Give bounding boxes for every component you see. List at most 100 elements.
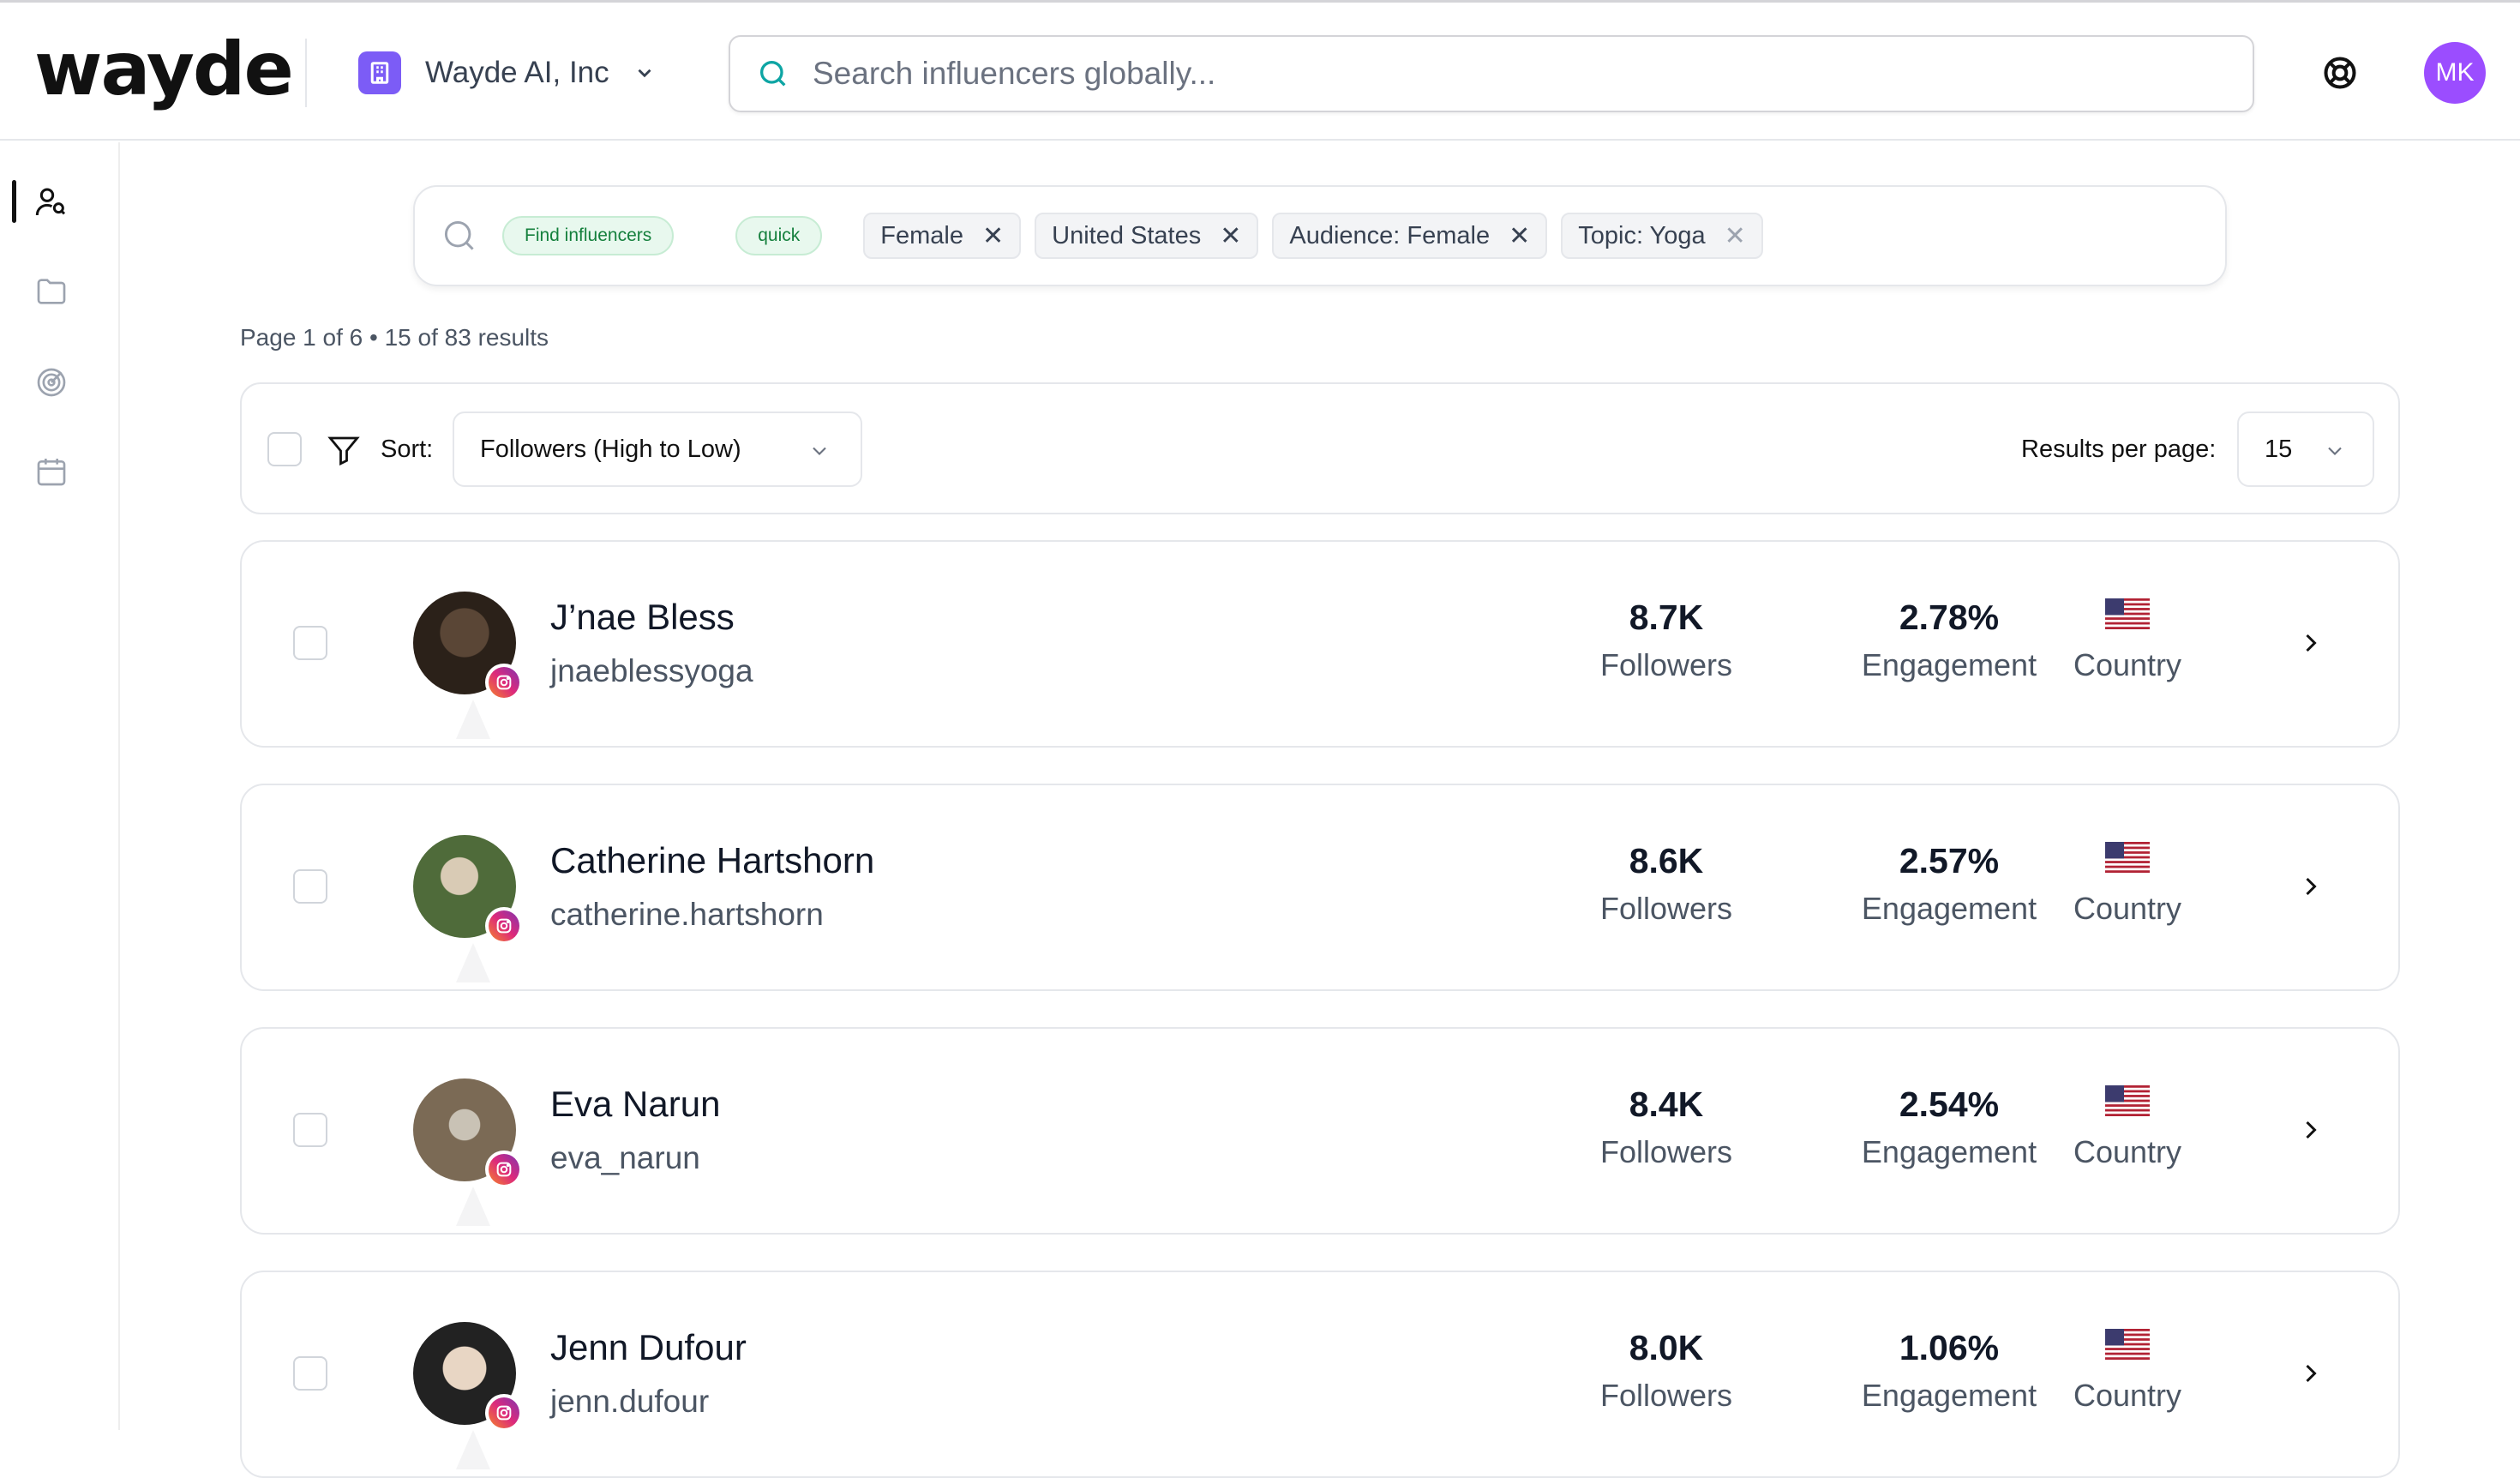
avatar-tail — [456, 943, 490, 982]
sort-value: Followers (High to Low) — [480, 435, 741, 463]
nav-calendar[interactable] — [31, 451, 72, 492]
influencer-name[interactable]: Eva Narun — [550, 1084, 721, 1124]
followers-stat: 8.6K Followers — [1538, 840, 1795, 927]
filter-chip[interactable]: Audience: Female ✕ — [1272, 213, 1548, 259]
engagement-value: 2.54% — [1899, 1084, 2000, 1124]
instagram-badge — [485, 1394, 523, 1432]
results-toolbar: Sort: Followers (High to Low) Results pe… — [240, 382, 2400, 514]
followers-label: Followers — [1599, 1378, 1733, 1414]
sort-label: Sort: — [381, 436, 434, 463]
select-all-checkbox[interactable] — [267, 432, 302, 466]
sort-select[interactable]: Followers (High to Low) — [453, 412, 862, 487]
us-flag-icon — [2105, 1085, 2150, 1116]
nav-active-indicator — [12, 180, 16, 223]
side-nav — [0, 142, 120, 1430]
filter-chip-label: Topic: Yoga — [1578, 221, 1706, 249]
close-icon[interactable]: ✕ — [981, 221, 1005, 250]
influencer-card[interactable]: J’nae Bless jnaeblessyoga 8.7K Followers 2.7… — [240, 540, 2400, 748]
instagram-icon — [496, 1405, 512, 1421]
target-icon — [37, 368, 66, 397]
nav-influencers[interactable] — [31, 182, 72, 223]
country-label: Country — [2073, 1378, 2182, 1413]
filter-chip[interactable]: Female ✕ — [863, 213, 1022, 259]
us-flag-icon — [2105, 842, 2150, 873]
chevron-right-icon[interactable] — [2295, 628, 2326, 658]
per-page-select[interactable]: 15 — [2237, 412, 2374, 487]
influencer-name[interactable]: Jenn Dufour — [550, 1327, 747, 1367]
engagement-label: Engagement — [1861, 891, 2037, 927]
close-icon[interactable]: ✕ — [1724, 221, 1746, 250]
instagram-badge — [485, 907, 523, 945]
us-flag-icon — [2105, 1329, 2150, 1360]
engagement-value: 1.06% — [1899, 1328, 2000, 1367]
chevron-right-icon[interactable] — [2295, 1358, 2326, 1389]
instagram-icon — [496, 675, 512, 690]
results-summary: Page 1 of 6 • 15 of 83 results — [240, 324, 549, 351]
followers-label: Followers — [1599, 647, 1733, 683]
close-icon[interactable]: ✕ — [1509, 221, 1531, 250]
instagram-badge — [485, 664, 523, 701]
engagement-stat: 2.78% Engagement — [1821, 597, 2078, 683]
engagement-label: Engagement — [1861, 1378, 2037, 1414]
filter-chip[interactable]: United States ✕ — [1035, 213, 1259, 259]
global-search[interactable] — [729, 35, 2254, 112]
nav-campaigns[interactable] — [31, 362, 72, 403]
filter-chip-label: Audience: Female — [1289, 221, 1491, 249]
instagram-icon — [496, 1162, 512, 1177]
influencer-handle: jnaeblessyoga — [550, 653, 753, 688]
mode-pill-find[interactable]: Find influencers — [502, 216, 675, 255]
instagram-icon — [496, 918, 512, 934]
influencer-card[interactable]: Eva Narun eva_narun 8.4K Followers 2.54% Enga… — [240, 1027, 2400, 1235]
filter-chip[interactable]: Topic: Yoga ✕ — [1561, 213, 1763, 259]
chevron-right-icon[interactable] — [2295, 1115, 2326, 1145]
engagement-value: 2.78% — [1899, 598, 2000, 637]
influencer-name[interactable]: J’nae Bless — [550, 597, 735, 637]
divider — [305, 39, 307, 107]
influencer-handle: eva_narun — [550, 1140, 700, 1175]
row-checkbox[interactable] — [293, 869, 327, 904]
influencer-handle: jenn.dufour — [550, 1384, 710, 1419]
per-page-value: 15 — [2265, 435, 2293, 463]
chevron-down-icon — [2328, 447, 2342, 455]
query-bar[interactable]: Find influencers quick Female ✕ United S… — [413, 185, 2227, 286]
country-label: Country — [2073, 647, 2182, 682]
followers-value: 8.0K — [1629, 1328, 1704, 1367]
user-avatar[interactable]: MK — [2424, 42, 2486, 104]
nav-folders[interactable] — [31, 271, 72, 312]
filter-icon[interactable] — [326, 432, 362, 468]
user-search-icon — [35, 188, 66, 216]
search-input[interactable] — [811, 55, 2182, 93]
lifebuoy-icon — [2324, 57, 2356, 89]
org-switcher[interactable]: Wayde AI, Inc — [358, 49, 656, 97]
filter-chip-label: United States — [1052, 221, 1202, 249]
engagement-stat: 2.57% Engagement — [1821, 840, 2078, 927]
folder-icon — [37, 279, 66, 304]
help-button[interactable] — [2319, 52, 2361, 93]
followers-stat: 8.7K Followers — [1538, 597, 1795, 683]
chevron-right-icon[interactable] — [2295, 871, 2326, 902]
per-page-label: Results per page: — [2021, 436, 2217, 463]
followers-value: 8.4K — [1629, 1084, 1704, 1124]
row-checkbox[interactable] — [293, 626, 327, 660]
mode-pill-quick[interactable]: quick — [735, 216, 823, 255]
row-checkbox[interactable] — [293, 1113, 327, 1147]
influencer-card[interactable]: Catherine Hartshorn catherine.hartshorn 8.… — [240, 784, 2400, 991]
engagement-stat: 2.54% Engagement — [1821, 1084, 2078, 1170]
country-stat: Country — [1999, 842, 2256, 927]
country-label: Country — [2073, 1134, 2182, 1169]
wayde-logo[interactable]: wayde — [34, 27, 294, 112]
engagement-value: 2.57% — [1899, 841, 2000, 880]
chevron-down-icon — [813, 447, 826, 455]
influencer-name[interactable]: Catherine Hartshorn — [550, 840, 875, 880]
us-flag-icon — [2105, 598, 2150, 629]
row-checkbox[interactable] — [293, 1356, 327, 1391]
close-icon[interactable]: ✕ — [1220, 221, 1242, 250]
followers-stat: 8.4K Followers — [1538, 1084, 1795, 1170]
avatar-tail — [456, 700, 490, 739]
logo-text: wayde — [34, 27, 294, 112]
avatar-tail — [456, 1430, 490, 1469]
country-stat: Country — [1999, 598, 2256, 683]
influencer-card[interactable]: Jenn Dufour jenn.dufour 8.0K Followers 1.06%… — [240, 1271, 2400, 1478]
calendar-icon — [37, 459, 66, 486]
search-icon — [760, 61, 786, 87]
